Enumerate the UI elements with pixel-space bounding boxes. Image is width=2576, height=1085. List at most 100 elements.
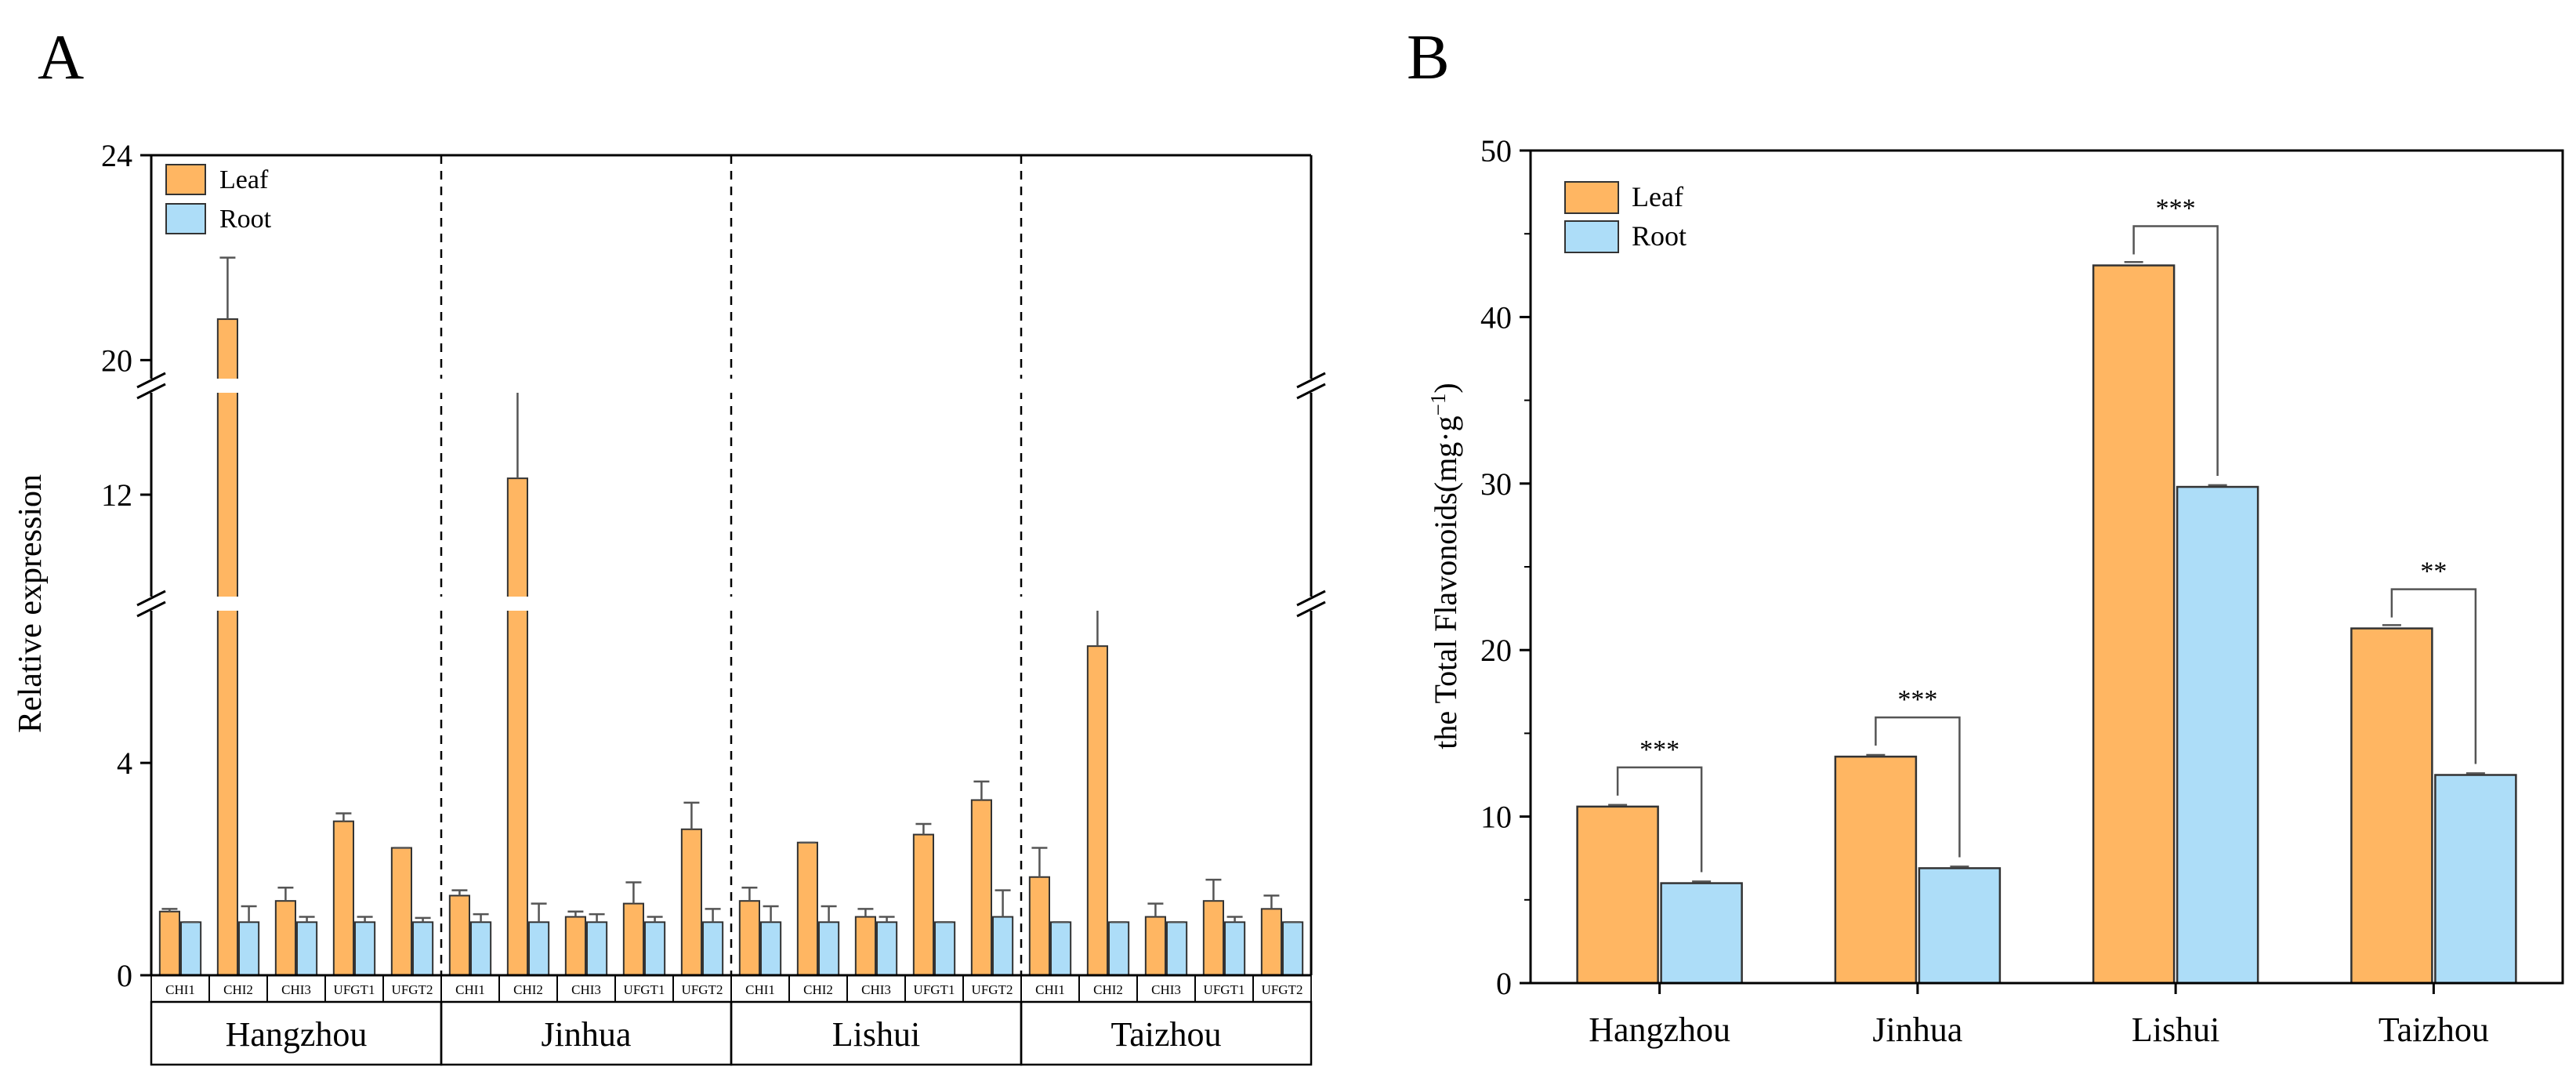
root-bar: [238, 921, 260, 977]
y-tick-label: 20: [1480, 633, 1512, 668]
legend-label: Leaf: [219, 165, 269, 194]
panel-b-label: B: [1407, 21, 1450, 93]
root-bar: [1166, 921, 1188, 977]
root-bar: [644, 921, 666, 977]
leaf-bar: [332, 820, 354, 976]
gene-label: UFGT2: [682, 982, 723, 997]
gene-label: UFGT1: [1204, 982, 1245, 997]
axis-break-slash: [136, 601, 166, 618]
legend-swatch: [165, 164, 206, 195]
panel-a-label: A: [38, 21, 84, 93]
root-bar: [1224, 921, 1246, 977]
axis-break-slash: [1296, 383, 1326, 400]
gene-label: CHI1: [1035, 982, 1065, 997]
root-bar: [876, 921, 898, 977]
root-bar: [2434, 774, 2517, 985]
gene-label: CHI2: [803, 982, 833, 997]
root-bar: [470, 921, 492, 977]
leaf-bar: [274, 900, 296, 976]
root-bar: [992, 916, 1014, 976]
leaf-bar: [1202, 900, 1224, 976]
gene-label: UFGT1: [914, 982, 955, 997]
legend-label: Leaf: [1632, 181, 1683, 212]
significance-label: ***: [1897, 685, 1937, 714]
x-tick-label: Lishui: [2132, 1011, 2219, 1049]
region-label: Jinhua: [542, 1015, 632, 1054]
gene-label: CHI1: [455, 982, 485, 997]
gene-label: CHI3: [571, 982, 601, 997]
root-bar: [1660, 882, 1743, 985]
leaf-bar: [1576, 805, 1659, 985]
x-tick-label: Jinhua: [1872, 1011, 1962, 1049]
y-tick-label: 0: [1496, 966, 1512, 1001]
leaf-bar: [564, 916, 587, 976]
leaf-bar: [1260, 908, 1282, 977]
leaf-bar: [1144, 916, 1166, 976]
panel-a: A Relative expression CHI1 CHI2 CHI3 UFGT1 U…: [13, 21, 1327, 1066]
leaf-bar: [390, 847, 412, 976]
region-label: Taizhou: [1110, 1015, 1221, 1054]
panel-b: B the Total Flavonoids(mg·g−1) *** Hangzh…: [1407, 21, 2564, 1049]
leaf-bar: [448, 894, 471, 977]
axis-break-slash: [1296, 372, 1326, 389]
gene-label: CHI2: [1093, 982, 1123, 997]
y-tick-label: 12: [101, 477, 132, 513]
y-tick-label: 50: [1480, 133, 1512, 169]
root-bar: [702, 921, 724, 977]
y-tick-label: 20: [101, 343, 132, 378]
bar-break-gap: [167, 597, 1295, 611]
panel-a-y-axis-label: Relative expression: [13, 474, 49, 733]
root-bar: [354, 921, 376, 977]
axis-break-slash: [136, 372, 166, 389]
axis-break-slash: [1296, 590, 1326, 607]
axis-break-gap: [136, 379, 167, 393]
gene-label: CHI3: [1151, 982, 1181, 997]
significance-bracket: [2390, 588, 2477, 764]
root-bar: [1918, 867, 2002, 985]
root-bar: [934, 921, 956, 977]
gene-label: UFGT2: [1262, 982, 1303, 997]
x-tick-label: Hangzhou: [1589, 1011, 1730, 1049]
gene-label: CHI3: [281, 982, 311, 997]
root-bar: [586, 921, 608, 977]
leaf-bar: [1028, 876, 1050, 976]
gene-label: CHI3: [861, 982, 891, 997]
root-bar: [296, 921, 318, 977]
gene-label: CHI2: [513, 982, 543, 997]
leaf-bar: [2092, 264, 2176, 985]
axis-break-slash: [1296, 601, 1326, 618]
gene-label: UFGT2: [392, 982, 433, 997]
leaf-bar: [506, 477, 529, 976]
gene-label: UFGT2: [972, 982, 1013, 997]
y-tick-label: 0: [117, 958, 132, 993]
root-bar: [180, 921, 202, 977]
legend-label: Root: [1632, 220, 1687, 252]
root-bar: [818, 921, 840, 977]
leaf-bar: [158, 910, 180, 976]
significance-label: ***: [2156, 194, 2196, 223]
axis-break-slash: [136, 590, 166, 607]
leaf-bar: [1834, 755, 1918, 985]
y-tick-label: 30: [1480, 466, 1512, 502]
panel-b-y-axis-label-close: ): [1428, 383, 1463, 393]
root-bar: [2176, 485, 2259, 985]
region-label: Hangzhou: [226, 1015, 368, 1054]
panel-b-y-axis-label: the Total Flavonoids(mg·g−1): [1426, 383, 1463, 749]
axis-break-gap: [1295, 379, 1327, 393]
axis-break-gap: [1295, 597, 1327, 611]
leaf-bar: [680, 828, 703, 977]
legend-swatch: [1564, 181, 1619, 214]
axis-break-gap: [136, 597, 167, 611]
root-bar: [528, 921, 550, 977]
x-tick-label: Taizhou: [2379, 1011, 2489, 1049]
region-cell: [1020, 1000, 1313, 1066]
legend-label: Root: [219, 205, 272, 234]
leaf-bar: [622, 902, 645, 976]
significance-bracket: [1875, 716, 1961, 858]
significance-bracket: [2132, 225, 2219, 477]
root-bar: [1108, 921, 1130, 977]
significance-label: **: [2420, 557, 2447, 586]
leaf-bar: [970, 799, 992, 976]
region-label: Lishui: [832, 1015, 920, 1054]
